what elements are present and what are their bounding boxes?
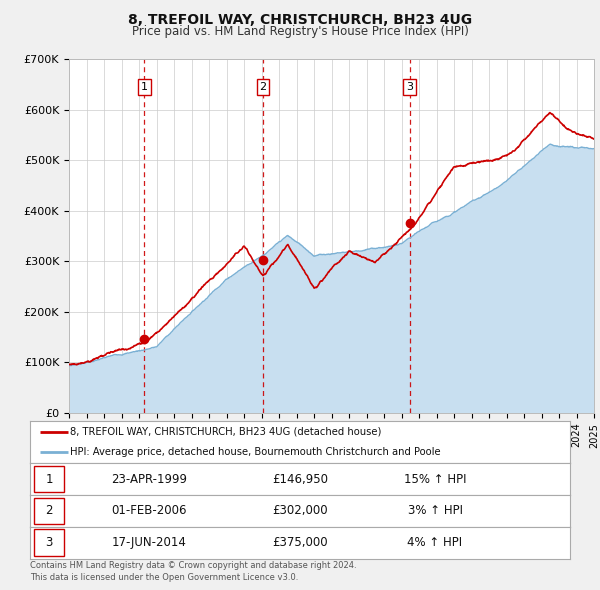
Text: £146,950: £146,950 — [272, 473, 328, 486]
Text: 23-APR-1999: 23-APR-1999 — [111, 473, 187, 486]
Text: 1: 1 — [46, 473, 53, 486]
Text: 3: 3 — [406, 82, 413, 92]
Text: HPI: Average price, detached house, Bournemouth Christchurch and Poole: HPI: Average price, detached house, Bour… — [71, 447, 441, 457]
Text: 17-JUN-2014: 17-JUN-2014 — [112, 536, 186, 549]
Text: £302,000: £302,000 — [272, 504, 328, 517]
FancyBboxPatch shape — [34, 529, 64, 556]
Text: This data is licensed under the Open Government Licence v3.0.: This data is licensed under the Open Gov… — [30, 573, 298, 582]
Text: 8, TREFOIL WAY, CHRISTCHURCH, BH23 4UG (detached house): 8, TREFOIL WAY, CHRISTCHURCH, BH23 4UG (… — [71, 427, 382, 437]
Text: 3: 3 — [46, 536, 53, 549]
Text: £375,000: £375,000 — [272, 536, 328, 549]
Text: Price paid vs. HM Land Registry's House Price Index (HPI): Price paid vs. HM Land Registry's House … — [131, 25, 469, 38]
Text: 2: 2 — [259, 82, 266, 92]
Text: Contains HM Land Registry data © Crown copyright and database right 2024.: Contains HM Land Registry data © Crown c… — [30, 561, 356, 570]
FancyBboxPatch shape — [34, 497, 64, 525]
Text: 8, TREFOIL WAY, CHRISTCHURCH, BH23 4UG: 8, TREFOIL WAY, CHRISTCHURCH, BH23 4UG — [128, 13, 472, 27]
Text: 15% ↑ HPI: 15% ↑ HPI — [404, 473, 466, 486]
Text: 1: 1 — [141, 82, 148, 92]
FancyBboxPatch shape — [34, 466, 64, 493]
Text: 4% ↑ HPI: 4% ↑ HPI — [407, 536, 463, 549]
Text: 2: 2 — [46, 504, 53, 517]
Text: 01-FEB-2006: 01-FEB-2006 — [111, 504, 187, 517]
Text: 3% ↑ HPI: 3% ↑ HPI — [407, 504, 463, 517]
